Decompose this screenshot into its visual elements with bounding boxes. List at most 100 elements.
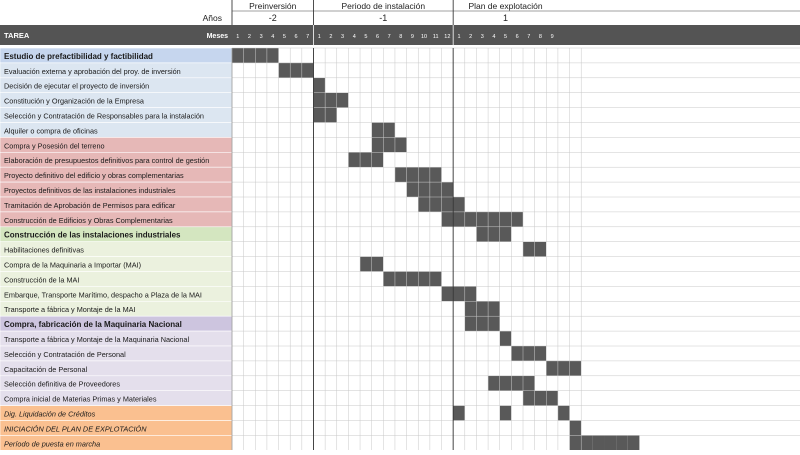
task-label: Selección definitiva de Proveedores [4, 380, 120, 389]
gantt-bar-cell [569, 360, 582, 376]
gantt-bar-cell [371, 152, 384, 168]
gantt-bar-cell [627, 435, 640, 451]
gantt-bar-cell [406, 167, 419, 183]
gantt-bar-cell [360, 256, 372, 272]
gantt-bar-cell [336, 92, 349, 108]
gantt-bar-cell [360, 152, 372, 168]
gantt-bar-cell [453, 197, 465, 212]
month-label: 9 [551, 34, 554, 40]
gantt-bar-cell [441, 182, 454, 197]
gantt-bar-cell [534, 346, 547, 361]
gantt-bar-cell [429, 271, 442, 287]
task-label: Transporte a fábrica y Montaje de la Maq… [4, 335, 189, 344]
month-label: 1 [318, 34, 321, 40]
period-name-label: Preinversión [249, 1, 297, 11]
gantt-bar-cell [255, 48, 267, 63]
month-label: 5 [504, 34, 507, 40]
gantt-bar-cell [523, 375, 535, 391]
gantt-bar-cell [278, 62, 291, 78]
gantt-bar-cell [453, 286, 465, 302]
gantt-bar-cell [232, 48, 244, 63]
gantt-bar-cell [441, 197, 454, 212]
gantt-bar-cell [557, 405, 570, 421]
month-label: 12 [444, 34, 450, 40]
month-label: 4 [271, 34, 274, 40]
gantt-bar-cell [429, 197, 442, 212]
task-label: Transporte a fábrica y Montaje de la MAI [4, 305, 136, 314]
gantt-bar-cell [523, 241, 535, 257]
task-label: Tramitación de Aprobación de Permisos pa… [4, 201, 176, 210]
gantt-bar-cell [464, 301, 477, 317]
gantt-bar-cell [464, 286, 477, 302]
task-label: Estudio de prefactibilidad y factibilida… [4, 52, 153, 61]
gantt-bar-cell [290, 62, 302, 78]
gantt-bar-cell [453, 405, 465, 421]
gantt-bar-cell [418, 167, 430, 183]
gantt-bar-cell [464, 211, 477, 227]
month-label: 6 [376, 34, 379, 40]
task-label: Dig. Liquidación de Créditos [4, 410, 96, 419]
gantt-bar-cell [476, 211, 489, 227]
task-label: INICIACIÓN DEL PLAN DE EXPLOTACIÓN [4, 424, 147, 433]
month-label: 5 [364, 34, 367, 40]
gantt-bar-cell [534, 241, 547, 257]
gantt-bar-cell [441, 286, 454, 302]
gantt-bar-cell [546, 360, 558, 376]
month-label: 7 [388, 34, 391, 40]
gantt-bar-cell [511, 375, 523, 391]
task-label: Decisión de ejecutar el proyecto de inve… [4, 82, 149, 91]
gantt-bar-cell [243, 48, 256, 63]
gantt-bar-cell [429, 167, 442, 183]
gantt-bar-cell [441, 211, 454, 227]
period-name-label: Periodo de instalación [341, 1, 425, 11]
period-name-label: Plan de explotación [468, 1, 542, 11]
month-label: 6 [516, 34, 519, 40]
gantt-bar-cell [488, 375, 500, 391]
task-label: Construcción de las instalaciones indust… [4, 231, 181, 240]
month-label: 7 [306, 34, 309, 40]
gantt-bar-cell [476, 301, 489, 317]
gantt-bar-cell [476, 316, 489, 332]
task-header-label: TAREA [4, 31, 30, 40]
months-header-label: Meses [207, 33, 229, 40]
month-label: 1 [457, 34, 460, 40]
month-label: 10 [421, 34, 427, 40]
gantt-bar-cell [569, 435, 582, 451]
month-label: 3 [481, 34, 484, 40]
task-label: Compra, fabricación de la Maquinaria Nac… [4, 320, 182, 329]
month-label: 1 [236, 34, 239, 40]
task-label: Elaboración de presupuestos definitivos … [4, 156, 209, 165]
task-label: Período de puesta en marcha [4, 439, 100, 448]
task-label: Construcción de Edificios y Obras Comple… [4, 216, 173, 225]
gantt-bar-cell [429, 182, 442, 197]
gantt-bar-cell [488, 226, 500, 242]
month-label: 4 [492, 34, 495, 40]
gantt-bar-cell [325, 107, 337, 123]
header-bar [0, 25, 800, 45]
gantt-bar-cell [383, 122, 395, 138]
month-label: 2 [248, 34, 251, 40]
task-label: Embarque, Transporte Marítimo, despacho … [4, 290, 202, 299]
gantt-bar-cell [499, 211, 512, 227]
month-label: 7 [527, 34, 530, 40]
gantt-bar-cell [301, 62, 314, 78]
gantt-bar-cell [453, 211, 465, 227]
gantt-bar-cell [604, 435, 617, 451]
gantt-bar-cell [406, 271, 419, 287]
gantt-bar-cell [406, 182, 419, 197]
gantt-bar-cell [394, 137, 407, 153]
gantt-bar-cell [499, 226, 512, 242]
gantt-bar-cell [348, 152, 361, 168]
gantt-bar-cell [383, 137, 395, 153]
month-label: 8 [399, 34, 402, 40]
gantt-bar-cell [371, 256, 384, 272]
month-label: 8 [539, 34, 542, 40]
task-label: Constitución y Organización de la Empres… [4, 97, 145, 106]
task-label: Proyectos definitivos de las instalacion… [4, 186, 176, 195]
gantt-bar-cell [418, 197, 430, 212]
gantt-bar-cell [394, 167, 407, 183]
task-label: Selección y Contratación de Personal [4, 350, 126, 359]
gantt-bar-cell [394, 271, 407, 287]
task-label: Capacitación de Personal [4, 365, 88, 374]
